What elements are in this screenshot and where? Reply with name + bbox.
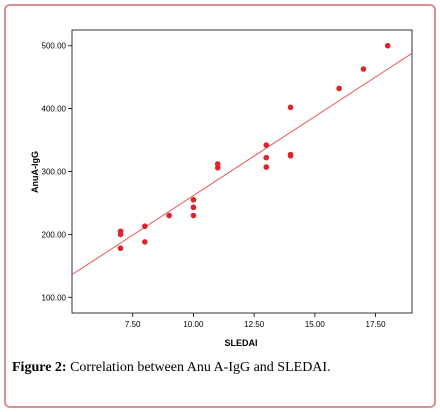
y-tick-label: 200.00 xyxy=(42,230,67,239)
x-tick-label: 7.50 xyxy=(125,320,141,329)
y-axis-ticks: 100.00 200.00 300.00 400.00 500.00 xyxy=(42,42,72,302)
x-tick-label: 15.00 xyxy=(305,320,326,329)
data-point xyxy=(214,161,221,167)
data-point xyxy=(336,85,342,92)
data-point xyxy=(263,142,270,148)
y-axis-title: AnuA-IgG xyxy=(30,151,40,193)
fit-line-group xyxy=(71,52,413,276)
x-tick-label: 17.50 xyxy=(366,320,387,329)
x-axis-ticks: 7.50 10.00 12.50 15.00 17.50 xyxy=(125,313,386,329)
regression-line xyxy=(71,52,413,276)
data-point xyxy=(190,197,197,203)
data-point xyxy=(263,154,270,161)
data-point xyxy=(190,204,197,211)
y-tick-label: 300.00 xyxy=(42,168,67,177)
y-tick-label: 100.00 xyxy=(42,293,67,302)
x-tick-label: 10.00 xyxy=(183,320,204,329)
data-point xyxy=(166,212,172,219)
data-point xyxy=(360,66,367,72)
caption-label: Figure 2: xyxy=(12,360,67,375)
x-axis-title: SLEDAI xyxy=(224,338,257,348)
y-tick-label: 500.00 xyxy=(42,42,67,51)
data-point xyxy=(142,239,148,245)
x-tick-label: 12.50 xyxy=(244,320,265,329)
scatter-points xyxy=(117,42,391,252)
data-point xyxy=(190,212,197,219)
figure-caption: Figure 2: Correlation between Anu A-IgG … xyxy=(12,360,422,376)
data-point xyxy=(142,223,148,230)
data-point xyxy=(263,164,270,170)
data-point xyxy=(117,245,124,252)
data-point xyxy=(287,151,294,158)
data-point xyxy=(287,104,294,111)
data-point xyxy=(117,228,124,235)
data-point xyxy=(384,42,391,49)
plot-area xyxy=(71,29,413,314)
caption-text: Correlation between Anu A-IgG and SLEDAI… xyxy=(66,360,331,375)
y-tick-label: 400.00 xyxy=(42,105,67,114)
